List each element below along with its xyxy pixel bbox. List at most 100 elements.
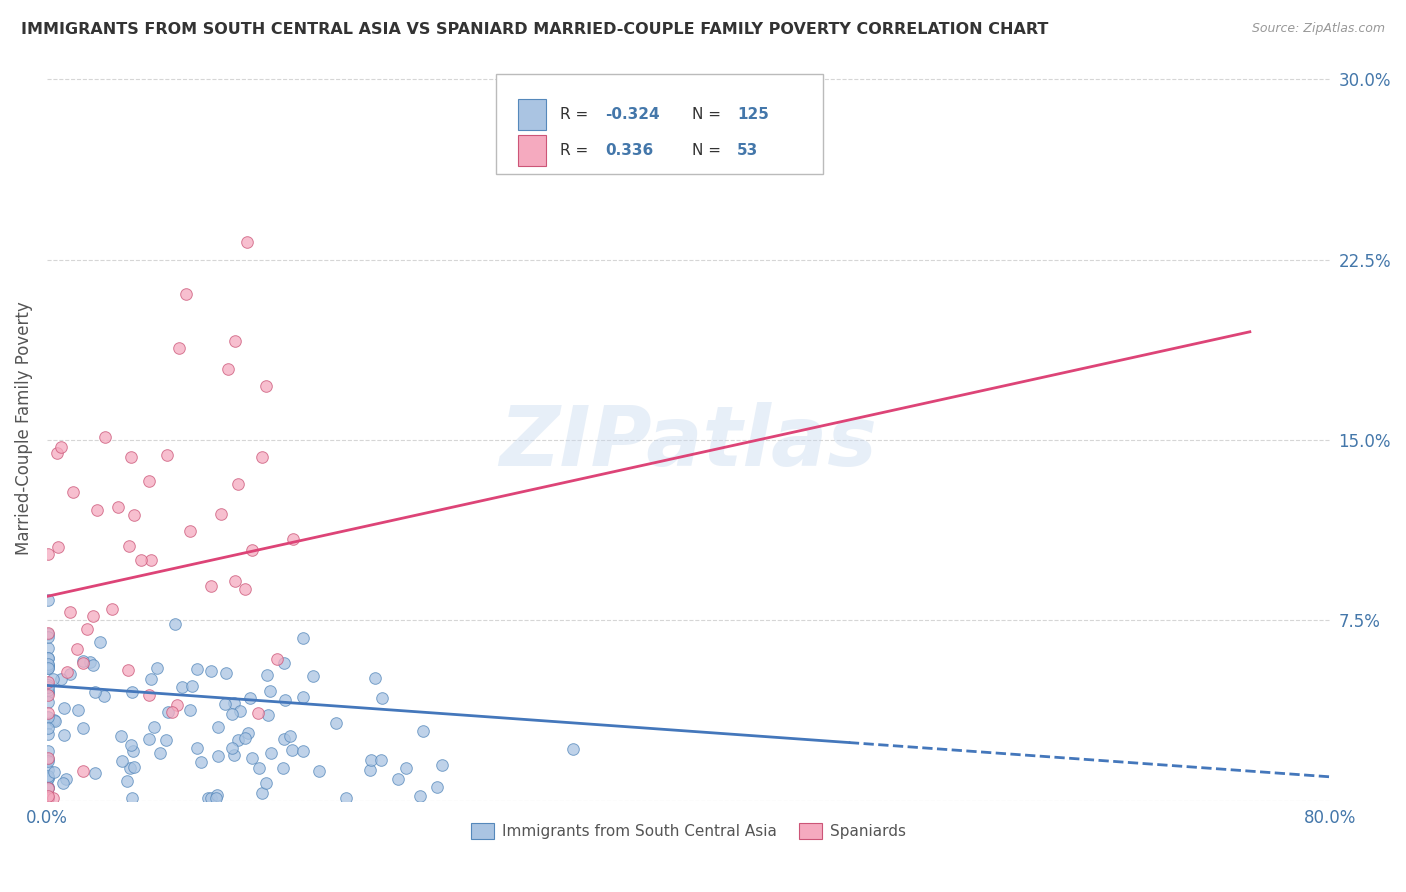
Point	[394, 761, 416, 775]
Point	[82, 608, 104, 623]
Point	[247, 761, 270, 775]
Text: R =: R =	[560, 107, 593, 122]
Point	[190, 755, 212, 769]
Point	[138, 474, 160, 488]
Point	[302, 669, 325, 683]
Point	[94, 429, 117, 443]
Point	[292, 690, 315, 704]
Point	[273, 732, 295, 747]
Point	[76, 622, 98, 636]
Point	[37, 631, 59, 645]
Point	[186, 741, 208, 756]
Point	[37, 721, 59, 735]
Point	[41, 791, 63, 805]
Point	[149, 746, 172, 760]
Point	[160, 706, 183, 720]
Point	[325, 715, 347, 730]
Point	[155, 733, 177, 747]
Point	[291, 632, 314, 646]
Point	[266, 651, 288, 665]
Point	[79, 655, 101, 669]
Point	[122, 760, 145, 774]
Point	[412, 723, 434, 738]
Point	[37, 684, 59, 698]
Point	[72, 764, 94, 779]
Point	[226, 476, 249, 491]
Point	[359, 764, 381, 778]
Point	[254, 379, 277, 393]
Point	[224, 334, 246, 348]
Point	[239, 691, 262, 706]
Point	[240, 543, 263, 558]
Point	[205, 788, 228, 802]
Point	[59, 666, 82, 681]
Point	[250, 786, 273, 800]
Point	[44, 714, 66, 728]
Point	[200, 791, 222, 805]
Point	[37, 661, 59, 675]
Point	[259, 684, 281, 698]
Point	[221, 707, 243, 722]
Point	[37, 661, 59, 675]
Point	[256, 668, 278, 682]
Point	[37, 706, 59, 721]
Point	[274, 693, 297, 707]
Point	[37, 754, 59, 768]
Point	[209, 507, 232, 521]
Point	[256, 708, 278, 723]
Point	[72, 654, 94, 668]
Point	[426, 780, 449, 794]
Point	[167, 341, 190, 355]
Point	[37, 650, 59, 665]
Point	[37, 764, 59, 778]
Point	[37, 780, 59, 795]
Point	[146, 661, 169, 675]
Point	[562, 741, 585, 756]
FancyBboxPatch shape	[517, 135, 546, 166]
Point	[138, 688, 160, 702]
Point	[93, 690, 115, 704]
Point	[37, 791, 59, 805]
Point	[37, 686, 59, 700]
Point	[166, 698, 188, 712]
Point	[360, 754, 382, 768]
Point	[430, 758, 453, 772]
Point	[117, 663, 139, 677]
Text: IMMIGRANTS FROM SOUTH CENTRAL ASIA VS SPANIARD MARRIED-COUPLE FAMILY POVERTY COR: IMMIGRANTS FROM SOUTH CENTRAL ASIA VS SP…	[21, 22, 1049, 37]
Point	[371, 691, 394, 706]
FancyBboxPatch shape	[517, 99, 546, 130]
Point	[215, 666, 238, 681]
Point	[37, 547, 59, 561]
Point	[278, 729, 301, 743]
Point	[271, 761, 294, 775]
Point	[170, 680, 193, 694]
Point	[121, 743, 143, 757]
Point	[46, 446, 69, 460]
Point	[370, 753, 392, 767]
Point	[72, 722, 94, 736]
Point	[37, 789, 59, 803]
Legend: Immigrants from South Central Asia, Spaniards: Immigrants from South Central Asia, Span…	[465, 817, 912, 846]
Point	[62, 485, 84, 500]
Point	[72, 656, 94, 670]
Point	[143, 720, 166, 734]
Point	[59, 606, 82, 620]
Point	[250, 450, 273, 464]
Text: 0.336: 0.336	[605, 143, 654, 158]
Point	[174, 286, 197, 301]
Point	[37, 771, 59, 785]
Point	[66, 642, 89, 657]
Point	[204, 791, 226, 805]
Point	[55, 772, 77, 786]
Point	[200, 579, 222, 593]
Point	[121, 684, 143, 698]
Point	[221, 741, 243, 756]
Point	[222, 696, 245, 710]
Point	[240, 751, 263, 765]
Point	[37, 695, 59, 709]
Point	[281, 742, 304, 756]
Point	[37, 744, 59, 758]
Point	[37, 678, 59, 692]
Point	[141, 673, 163, 687]
Point	[37, 769, 59, 783]
